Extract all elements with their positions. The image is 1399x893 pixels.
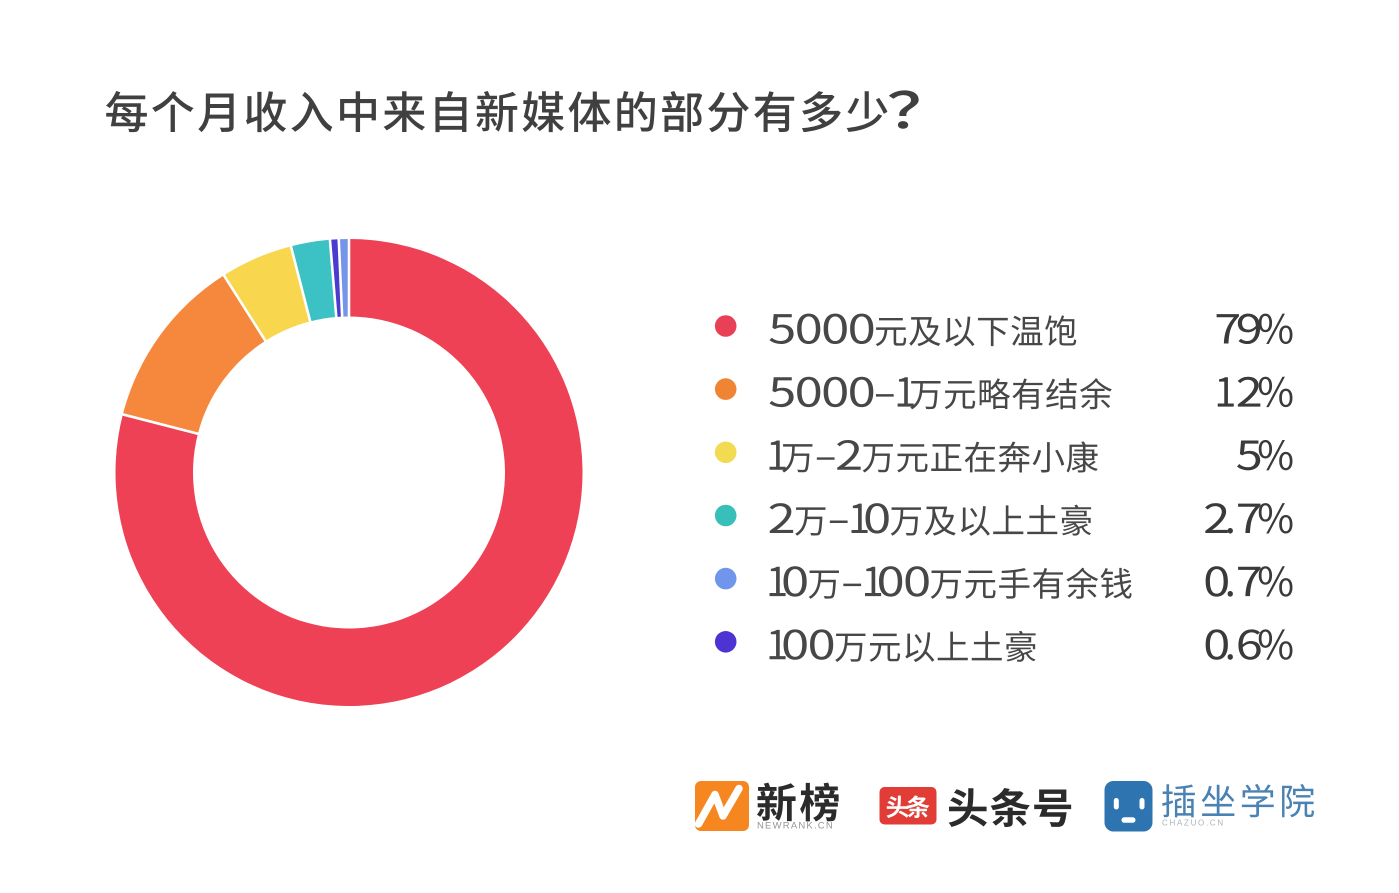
svg-text:CHAZUO.CN: CHAZUO.CN [1162,819,1225,828]
svg-text:NEWRANK.CN: NEWRANK.CN [757,821,834,832]
